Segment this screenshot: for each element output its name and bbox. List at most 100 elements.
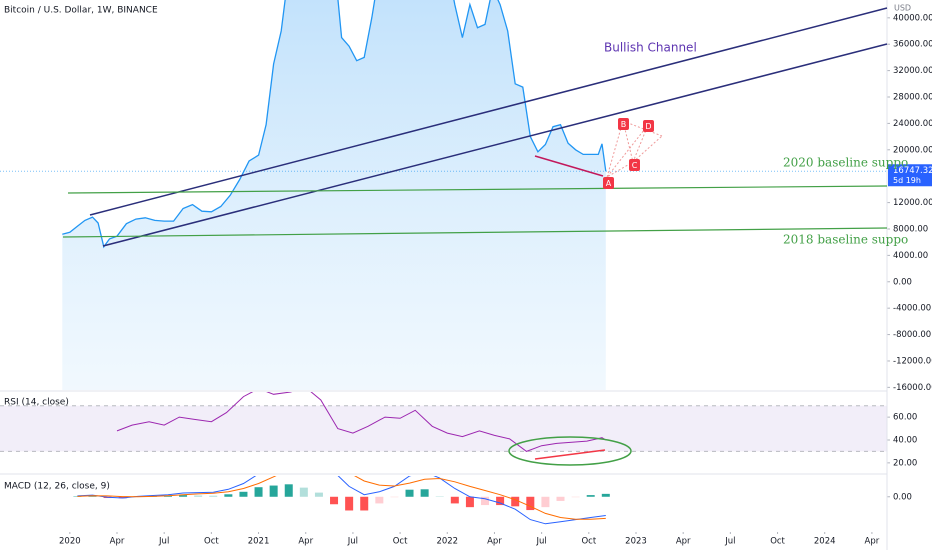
histogram-bar	[481, 496, 490, 506]
channel-line	[89, 7, 888, 216]
channel-line	[102, 43, 888, 247]
pattern-label: B	[621, 120, 627, 129]
rsi-band	[0, 405, 887, 452]
x-tick-label: Jul	[158, 537, 169, 547]
x-tick-label: 2023	[625, 537, 647, 547]
x-tick-label: Apr	[865, 537, 880, 547]
macd-line	[77, 476, 606, 525]
x-tick-label: Oct	[204, 537, 219, 547]
histogram-bar	[420, 489, 429, 497]
histogram-bar	[118, 496, 127, 499]
y-tick-label: 28000.00	[893, 93, 932, 103]
price-line	[62, 0, 607, 249]
rsi-divergence	[534, 449, 606, 460]
pattern-lines	[622, 120, 663, 137]
indicator-title: MACD (12, 26, close, 9)	[4, 482, 110, 492]
countdown: 5d 19h	[893, 176, 921, 185]
pattern-point	[618, 118, 629, 130]
histogram-bar	[601, 493, 610, 497]
y-tick-label: 20.00	[893, 458, 917, 468]
pattern-label: A	[606, 179, 612, 188]
annotation: 2020 baseline suppo	[783, 156, 908, 170]
y-tick-label: 0.00	[893, 492, 912, 502]
x-tick-label: Apr	[676, 537, 691, 547]
price-area	[62, 0, 606, 390]
histogram-bar	[511, 496, 520, 507]
last-price: 16747.32	[893, 166, 932, 176]
histogram-bar	[179, 495, 188, 497]
histogram-bar	[586, 495, 595, 497]
price-pane	[0, 0, 887, 390]
histogram-bar	[450, 496, 459, 504]
last-price-tag	[888, 164, 932, 187]
y-tick-label: 24000.00	[893, 119, 932, 129]
histogram-bar	[345, 496, 354, 511]
y-tick-label: 20000.00	[893, 145, 932, 155]
histogram-bar	[405, 489, 414, 497]
pattern-lines	[632, 135, 663, 163]
axes: 2020 Apr Jul Oct 2021 Apr Jul Oct 2022 Apr Jul Oct 2…	[59, 13, 932, 547]
x-tick-label: Jul	[724, 537, 735, 547]
pattern-point	[603, 177, 614, 189]
histogram-bar	[269, 485, 278, 497]
histogram-bar	[375, 496, 384, 504]
x-tick-label: Oct	[581, 537, 596, 547]
pattern-point	[629, 159, 640, 171]
rsi-pane	[0, 392, 887, 452]
y-axis-label: USD	[894, 4, 911, 13]
histogram-bar	[163, 495, 172, 497]
histogram-bar	[360, 496, 369, 511]
macd-pane	[73, 476, 610, 525]
pattern-lines	[606, 119, 649, 178]
y-tick-label: 40000.00	[893, 13, 932, 23]
annotation: Bullish Channel	[604, 41, 697, 55]
y-tick-label: 60.00	[893, 413, 917, 423]
histogram-bar	[496, 496, 505, 506]
y-tick-label: -12000.00	[893, 356, 932, 366]
x-tick-label: Oct	[393, 537, 408, 547]
x-tick-label: 2020	[59, 537, 81, 547]
x-tick-label: Oct	[770, 537, 785, 547]
histogram-bar	[330, 496, 339, 505]
x-tick-label: Apr	[487, 537, 502, 547]
histogram-bar	[254, 487, 263, 497]
baseline-line	[62, 227, 888, 238]
x-tick-label: Apr	[298, 537, 313, 547]
histogram-bar	[194, 495, 203, 497]
indicator-title: RSI (14, close)	[4, 398, 69, 408]
rsi-highlight	[508, 436, 632, 466]
x-tick-label: Jul	[536, 537, 547, 547]
x-tick-label: Apr	[110, 537, 125, 547]
x-tick-label: 2022	[436, 537, 458, 547]
pattern-label: C	[632, 161, 638, 170]
x-tick-label: 2024	[814, 537, 836, 547]
histogram-bar	[526, 496, 535, 511]
y-tick-label: -8000.00	[893, 330, 931, 340]
x-tick-label: Jul	[347, 537, 358, 547]
y-tick-label: 4000.00	[893, 251, 928, 261]
histogram-bar	[209, 495, 218, 497]
pattern-label: D	[645, 122, 651, 131]
baseline-line	[67, 185, 888, 194]
y-tick-label: 40.00	[893, 436, 917, 446]
histogram-bar	[88, 496, 97, 497]
y-tick-label: -4000.00	[893, 304, 931, 314]
y-tick-label: 12000.00	[893, 198, 932, 208]
x-tick-label: 2021	[248, 537, 270, 547]
drawings: A B C D Bullish Channel 2020 baseline su…	[62, 7, 908, 466]
histogram-bar	[556, 496, 565, 501]
y-tick-label: 0.00	[893, 277, 912, 287]
histogram-bar	[465, 496, 474, 508]
y-tick-label: -16000.00	[893, 383, 932, 393]
histogram-bar	[541, 496, 550, 508]
histogram-bar	[299, 487, 308, 497]
y-tick-label: 32000.00	[893, 66, 932, 76]
macd-line	[77, 476, 606, 520]
histogram-bar	[284, 484, 293, 497]
histogram-bar	[224, 494, 233, 497]
y-tick-label: 8000.00	[893, 224, 928, 234]
rsi-line	[116, 392, 607, 452]
histogram-bar	[239, 491, 248, 497]
pattern-point	[643, 120, 654, 132]
